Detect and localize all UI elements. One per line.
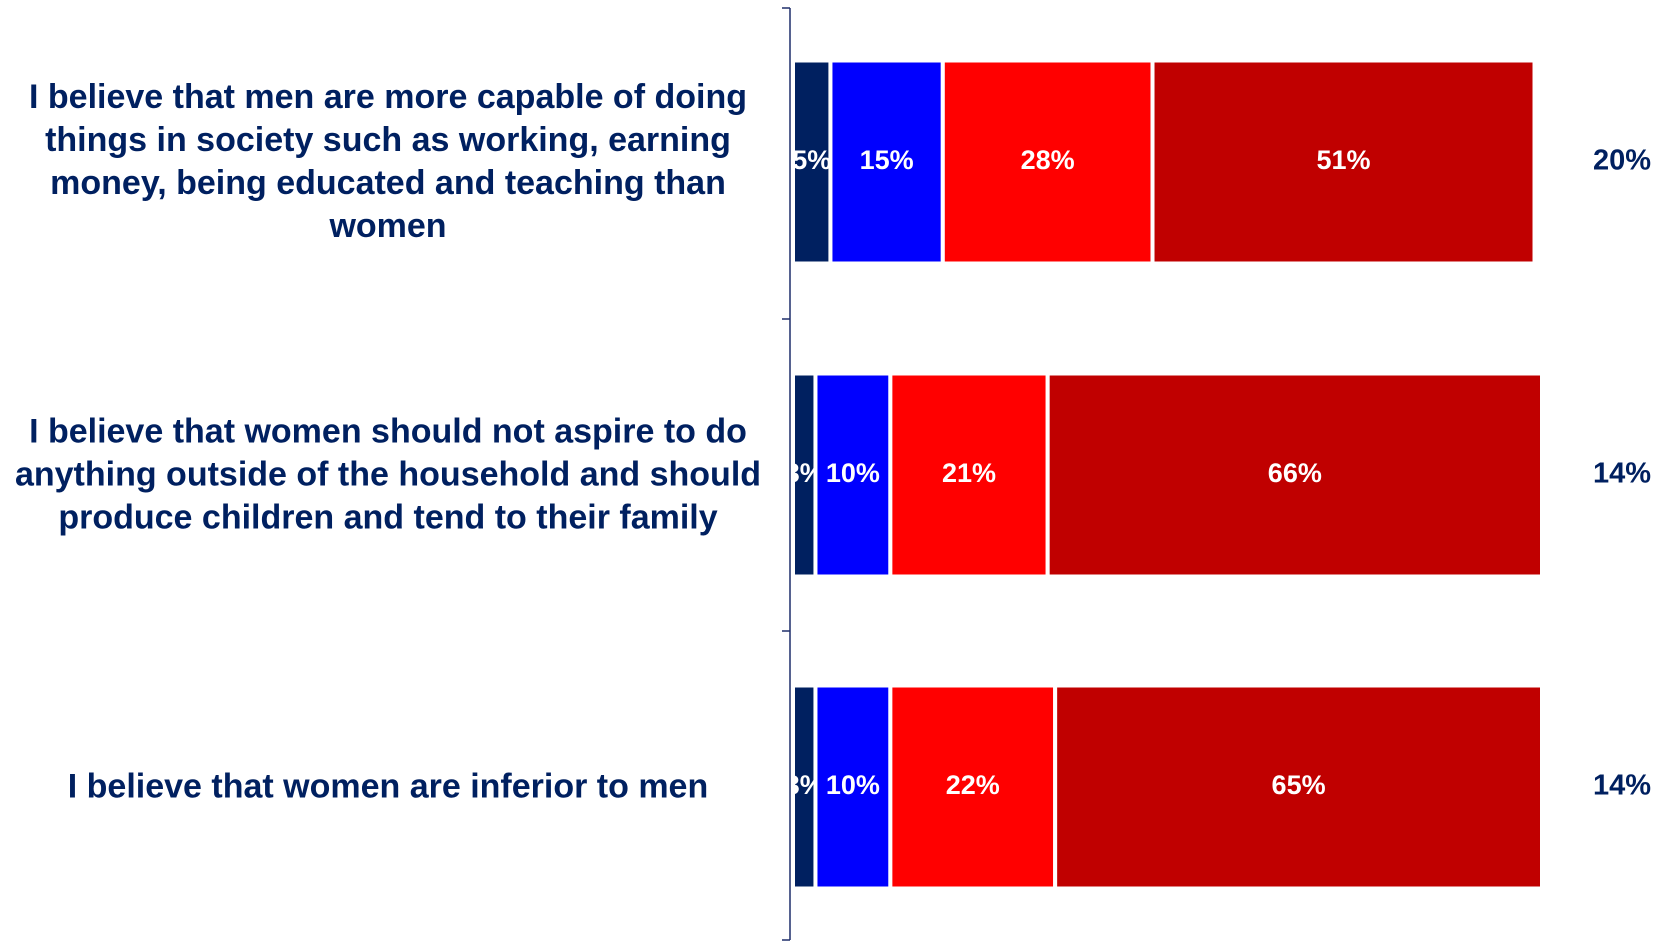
bar-segment: [888, 683, 1058, 891]
category-label: I believe that women should not aspire t…: [14, 412, 762, 537]
side-value: 14%: [1593, 770, 1651, 802]
side-value: 20%: [1593, 145, 1651, 177]
bar-segment: [828, 58, 945, 266]
bar-segment: [813, 371, 893, 579]
data-label: 22%: [946, 770, 1000, 800]
data-label: 10%: [826, 458, 880, 488]
category-label: I believe that men are more capable of d…: [29, 78, 747, 245]
data-label: 28%: [1021, 145, 1075, 175]
data-label: 10%: [826, 770, 880, 800]
data-label: 51%: [1316, 145, 1370, 175]
plot-area: 5% 15% 28% 51%3% 10% 21% 66%3% 10% 22% 65%: [792, 58, 1545, 891]
bar-segment: [888, 371, 1050, 579]
data-label: 5%: [792, 145, 831, 175]
data-label: 66%: [1268, 458, 1322, 488]
bar-segment: [1150, 58, 1537, 266]
data-label: 15%: [860, 145, 914, 175]
category-label: I believe that women are inferior to men: [67, 767, 709, 806]
bar-segment: [1045, 371, 1545, 579]
bar-segment: [813, 683, 893, 891]
data-label: 65%: [1272, 770, 1326, 800]
bar-segment: [1053, 683, 1545, 891]
bar-segment: [940, 58, 1155, 266]
side-value: 14%: [1593, 458, 1651, 490]
data-label: 21%: [942, 458, 996, 488]
